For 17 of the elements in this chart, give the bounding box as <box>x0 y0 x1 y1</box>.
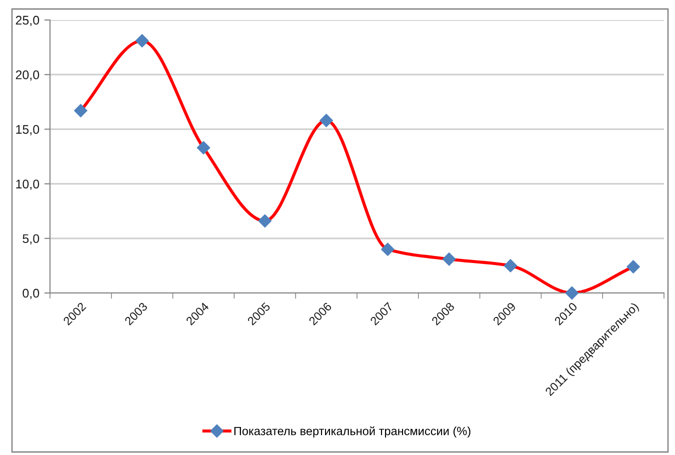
y-tick-label: 0,0 <box>22 288 40 300</box>
point <box>626 260 640 274</box>
y-tick-label: 5,0 <box>22 234 40 245</box>
point <box>565 286 579 300</box>
point <box>442 252 456 266</box>
point <box>74 104 88 118</box>
point <box>258 214 272 228</box>
y-tick-label: 25,0 <box>16 16 40 26</box>
y-tick-label: 20,0 <box>16 70 40 81</box>
y-tick-label: 15,0 <box>16 125 40 136</box>
point <box>504 258 518 272</box>
y-tick-label: 10,0 <box>16 180 40 190</box>
point <box>196 141 210 154</box>
point <box>320 114 334 128</box>
legend-label: Показатель вертикальной трансмиссии (%) <box>234 426 470 438</box>
point <box>380 242 394 256</box>
point <box>135 34 149 48</box>
